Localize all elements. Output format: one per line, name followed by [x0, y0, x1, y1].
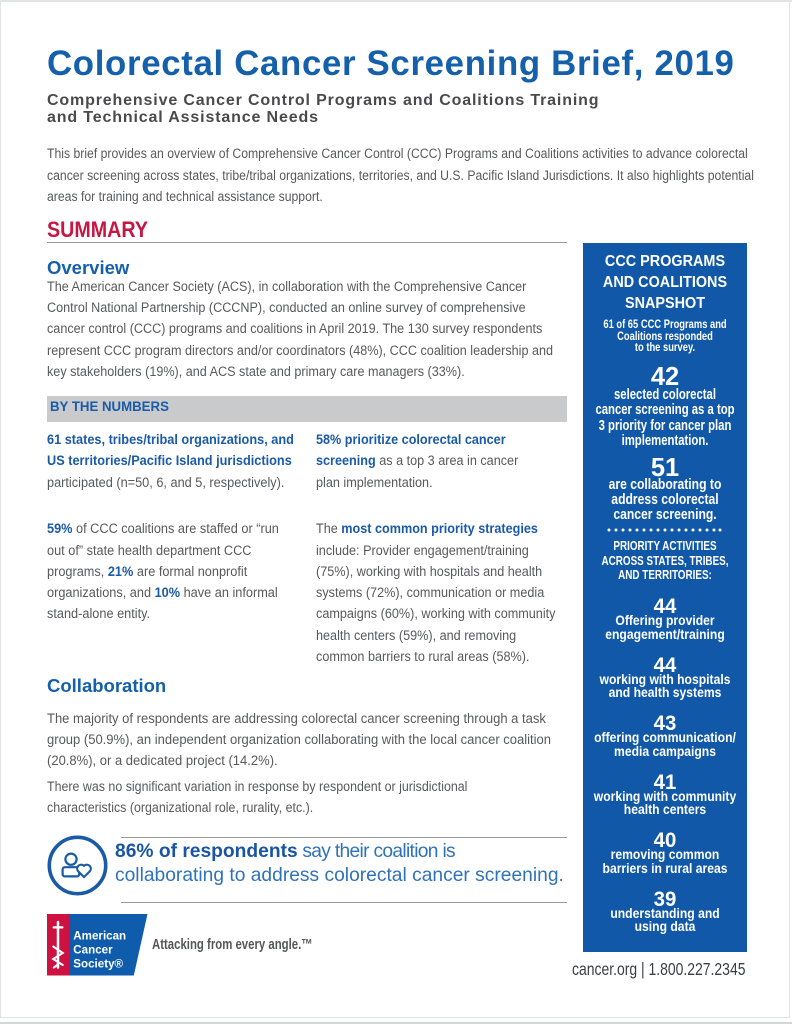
svg-text:Society®: Society® [73, 958, 123, 971]
svg-text:American: American [73, 930, 126, 943]
svg-text:Cancer: Cancer [73, 944, 113, 957]
